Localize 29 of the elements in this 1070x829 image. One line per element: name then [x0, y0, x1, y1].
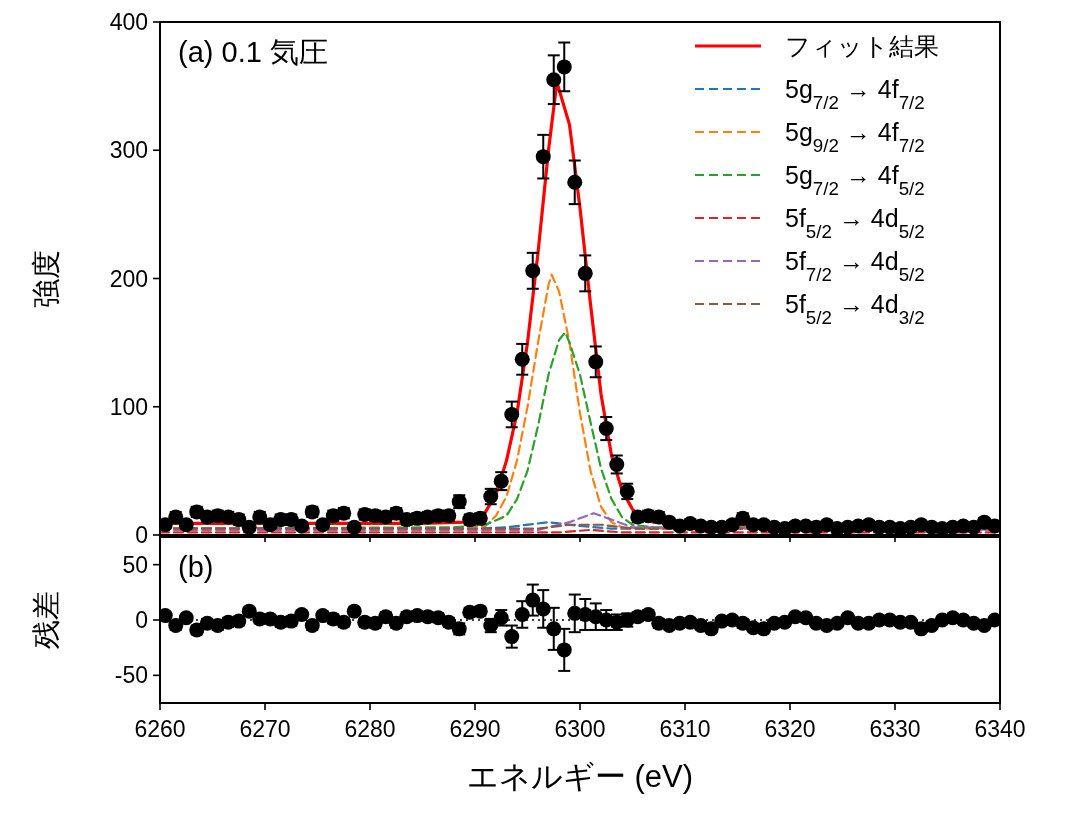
x-axis-title: エネルギー (eV) — [466, 759, 694, 794]
y-tick-label: 400 — [109, 9, 148, 35]
legend-label: 5f$_{5/2}$ → 4d$_{3/2}$ — [785, 290, 925, 328]
x-tick-label: 6310 — [659, 716, 711, 742]
y-tick-label: 0 — [135, 607, 148, 633]
text: (b) — [178, 551, 214, 583]
x-tick-label: 6340 — [974, 716, 1026, 742]
legend-label: 5g$_{9/2}$ → 4f$_{7/2}$ — [785, 118, 925, 156]
x-tick-label: 6320 — [764, 716, 816, 742]
y-tick-label: 0 — [135, 522, 148, 548]
y-axis-title: 強度 — [30, 249, 62, 308]
x-tick-label: 6330 — [869, 716, 921, 742]
y-tick-label: -50 — [114, 662, 148, 689]
x-tick-label: 6260 — [134, 716, 186, 742]
x-tick-label: 6280 — [344, 716, 396, 742]
x-tick-label: 6300 — [554, 716, 606, 742]
y-tick-label: 100 — [109, 393, 148, 420]
y-tick-label: 200 — [109, 265, 148, 292]
legend-label: フィット結果 — [785, 32, 939, 60]
legend-label: 5g$_{7/2}$ → 4f$_{7/2}$ — [785, 75, 925, 113]
legend-label: 5f$_{5/2}$ → 4d$_{5/2}$ — [785, 204, 925, 242]
y-axis-title: 残差 — [30, 591, 62, 649]
x-tick-label: 6270 — [239, 716, 291, 742]
y-tick-label: 300 — [109, 137, 148, 164]
x-tick-label: 6290 — [449, 716, 501, 742]
text: (a) 0.1 気圧 — [178, 36, 328, 68]
legend-label: 5g$_{7/2}$ → 4f$_{5/2}$ — [785, 161, 925, 199]
y-tick-label: 50 — [122, 551, 148, 578]
legend-label: 5f$_{7/2}$ → 4d$_{5/2}$ — [785, 247, 925, 285]
